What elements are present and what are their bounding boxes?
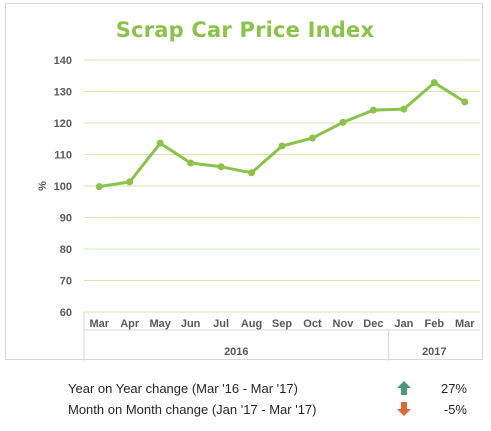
y-tick-label: 80 xyxy=(60,244,72,256)
data-point xyxy=(339,118,347,126)
x-tick-label: Mar xyxy=(89,318,109,330)
data-point xyxy=(278,142,286,150)
data-point xyxy=(248,169,256,177)
x-group-label: 2016 xyxy=(224,346,248,358)
y-tick-label: 120 xyxy=(54,118,72,130)
x-tick-label: Aug xyxy=(241,318,262,330)
x-tick-label: Apr xyxy=(120,318,140,330)
data-point xyxy=(369,106,377,114)
chart-frame: Scrap Car Price Index xyxy=(5,3,483,360)
x-tick-label: Jun xyxy=(181,318,201,330)
data-point xyxy=(95,183,103,191)
x-tick-label: Feb xyxy=(425,318,445,330)
chart-title: Scrap Car Price Index xyxy=(115,18,375,42)
x-tick-label: Sep xyxy=(272,318,292,330)
series-line xyxy=(98,81,466,189)
y-tick-label: 100 xyxy=(54,181,72,193)
data-point xyxy=(400,105,408,113)
y-tick-label: 60 xyxy=(60,307,72,319)
x-tick-label: Mar xyxy=(455,318,475,330)
data-point xyxy=(156,139,164,147)
y-tick-label: 130 xyxy=(54,87,72,99)
x-tick-label: Dec xyxy=(363,318,383,330)
y-tick-label: 70 xyxy=(60,276,72,288)
y-tick-label: 90 xyxy=(60,213,72,225)
y-tick-label: 110 xyxy=(54,150,72,162)
data-point xyxy=(187,159,195,167)
y-axis-label: % xyxy=(37,181,49,191)
x-tick-label: Oct xyxy=(303,318,322,330)
data-point xyxy=(217,163,225,171)
x-tick-label: Nov xyxy=(333,318,355,330)
data-point xyxy=(308,134,316,142)
y-tick-label: 140 xyxy=(54,55,72,67)
x-tick-label: Jul xyxy=(213,318,229,330)
data-point xyxy=(126,178,134,186)
x-tick-label: Jan xyxy=(394,318,413,330)
data-point xyxy=(461,98,469,106)
x-group-label: 2017 xyxy=(422,346,446,358)
data-point xyxy=(430,79,438,87)
x-tick-label: May xyxy=(149,318,171,330)
